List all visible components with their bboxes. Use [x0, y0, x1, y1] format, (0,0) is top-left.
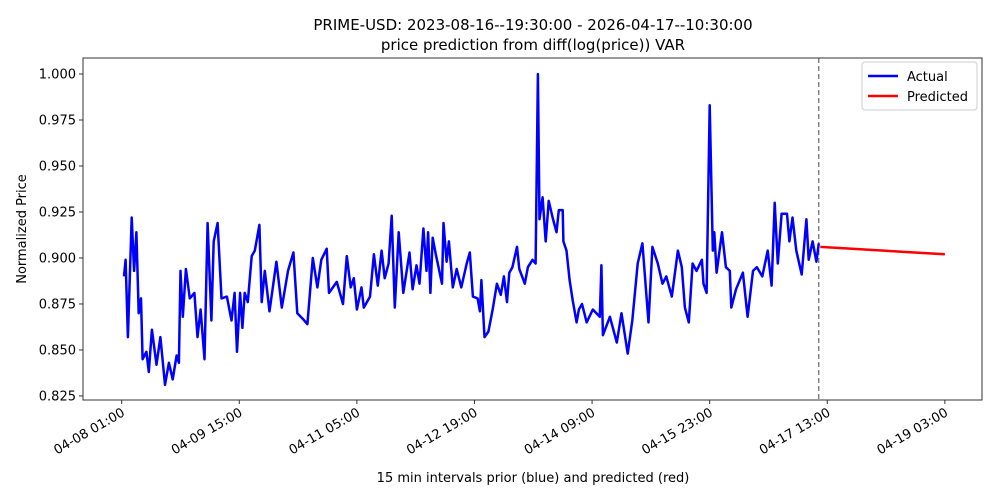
y-tick-label: 0.850	[39, 343, 76, 358]
y-tick-label: 1.000	[39, 68, 76, 83]
y-tick-label: 0.950	[39, 159, 76, 174]
x-tick-label: 04-08 01:00	[51, 405, 127, 458]
x-tick-label: 04-19 03:00	[875, 405, 951, 458]
y-tick-label: 0.875	[39, 297, 76, 312]
x-axis-label: 15 min intervals prior (blue) and predic…	[377, 471, 690, 486]
x-tick-label: 04-11 05:00	[287, 405, 363, 458]
x-tick-label: 04-12 19:00	[404, 405, 480, 458]
x-tick-label: 04-14 09:00	[522, 405, 598, 458]
legend-label-actual: Actual	[907, 70, 948, 85]
chart-subtitle: price prediction from diff(log(price)) V…	[381, 36, 685, 54]
legend-box	[861, 61, 978, 111]
x-tick-label: 04-15 23:00	[639, 405, 715, 458]
y-tick-label: 0.900	[39, 251, 76, 266]
x-tick-label: 04-17 13:00	[757, 405, 833, 458]
y-tick-label: 0.975	[39, 113, 76, 128]
series-line-actual	[122, 72, 821, 387]
legend-label-predicted: Predicted	[907, 90, 968, 105]
series-line-predicted	[820, 245, 945, 256]
plot-frame	[82, 57, 983, 401]
y-tick-label: 0.925	[39, 205, 76, 220]
y-tick-label: 0.825	[39, 389, 76, 404]
chart-title: PRIME-USD: 2023-08-16--19:30:00 - 2026-0…	[313, 16, 752, 34]
y-axis-label: Normalized Price	[15, 174, 30, 284]
x-tick-label: 04-09 15:00	[169, 405, 245, 458]
legend: Actual Predicted	[861, 61, 978, 111]
